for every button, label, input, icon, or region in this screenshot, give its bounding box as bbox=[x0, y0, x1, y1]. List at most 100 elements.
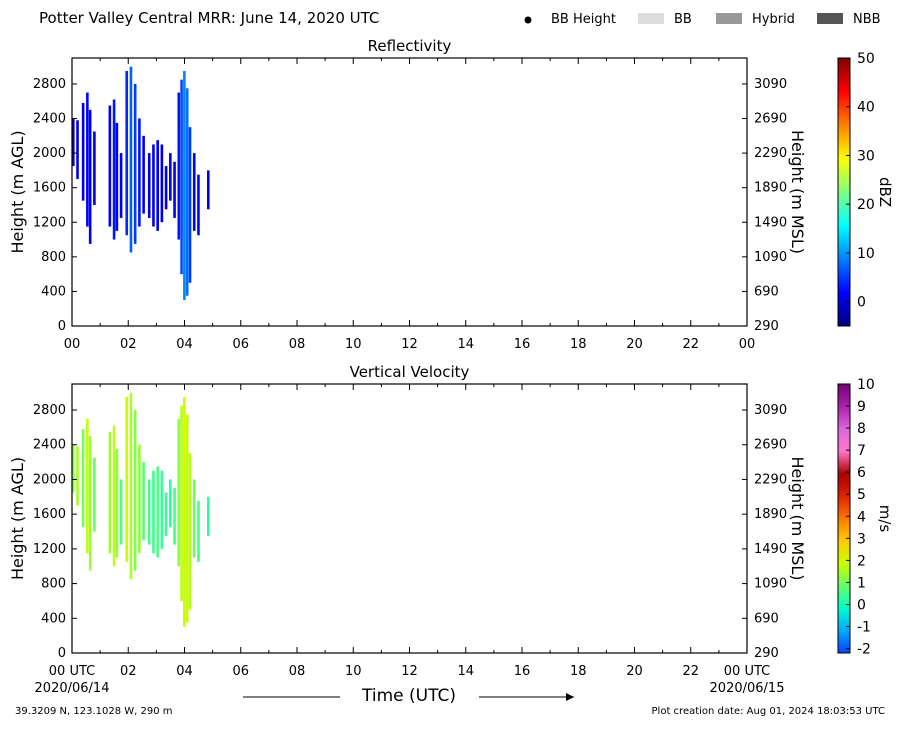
y-tick-label: 1200 bbox=[33, 215, 66, 230]
echo-column bbox=[185, 414, 189, 623]
y-tick-label: 2000 bbox=[33, 146, 66, 161]
echo-column bbox=[108, 105, 112, 227]
echo-column bbox=[185, 88, 189, 296]
x-tick-label: 10 bbox=[345, 664, 362, 679]
panel-title: Vertical Velocity bbox=[350, 363, 470, 381]
legend-label: NBB bbox=[853, 12, 881, 27]
echo-column bbox=[147, 479, 151, 545]
x-tick-label: 04 bbox=[176, 664, 193, 679]
x-tick-label: 12 bbox=[401, 664, 418, 679]
echo-column bbox=[207, 170, 210, 210]
echo-column bbox=[81, 102, 85, 201]
x-tick-label: 00 bbox=[739, 337, 756, 352]
echo-column bbox=[207, 496, 210, 536]
echo-column bbox=[177, 418, 181, 567]
y-right-tick-label: 1490 bbox=[754, 215, 787, 230]
x-tick-label: 08 bbox=[289, 664, 306, 679]
echo-column bbox=[160, 470, 164, 549]
echo-column bbox=[93, 131, 96, 205]
reflectivity-panel: Reflectivity0400800120016002000240028002… bbox=[8, 37, 894, 352]
y-tick-label: 400 bbox=[41, 284, 66, 299]
x-tick-label: 20 bbox=[626, 664, 643, 679]
echo-column bbox=[88, 109, 92, 244]
y-right-tick-label: 1490 bbox=[754, 542, 787, 557]
legend-swatch bbox=[638, 13, 664, 24]
legend-label: BB Height bbox=[551, 12, 616, 27]
colorbar bbox=[837, 383, 851, 654]
y-tick-label: 2400 bbox=[33, 112, 66, 127]
y-right-tick-label: 2690 bbox=[754, 112, 787, 127]
echo-column bbox=[119, 153, 123, 218]
x-tick-label: 18 bbox=[570, 664, 587, 679]
echo-column bbox=[86, 92, 89, 227]
y-right-tick-label: 1890 bbox=[754, 181, 787, 196]
echo-column bbox=[183, 70, 186, 301]
y-tick-label: 2800 bbox=[33, 403, 66, 418]
y-tick-label: 1600 bbox=[33, 181, 66, 196]
x-tick-label: 12 bbox=[401, 337, 418, 352]
y-right-tick-label: 3090 bbox=[754, 77, 787, 92]
echo-column bbox=[197, 174, 200, 236]
x-tick-label: 06 bbox=[232, 664, 249, 679]
colorbar-tick-label: 5 bbox=[857, 487, 866, 503]
echo-column bbox=[180, 79, 183, 275]
echo-column bbox=[72, 444, 75, 493]
echo-column bbox=[180, 405, 183, 601]
echo-column bbox=[86, 418, 89, 554]
echo-column bbox=[72, 118, 75, 167]
colorbar bbox=[837, 57, 851, 327]
x-tick-label: 04 bbox=[176, 337, 193, 352]
echo-column bbox=[81, 429, 85, 528]
y-tick-label: 2800 bbox=[33, 77, 66, 92]
legend-swatch bbox=[716, 13, 742, 24]
time-axis-label: Time (UTC) bbox=[361, 686, 456, 706]
echo-column bbox=[138, 444, 141, 554]
legend-swatch bbox=[817, 13, 843, 24]
y-right-tick-label: 1090 bbox=[754, 250, 787, 265]
start-date-label: 2020/06/14 bbox=[35, 681, 110, 696]
y-right-tick-label: 2690 bbox=[754, 438, 787, 453]
echo-column bbox=[197, 501, 200, 562]
bb-legend: BB Height BB Hybrid NBB bbox=[524, 12, 881, 27]
x-tick-label: 02 bbox=[120, 664, 137, 679]
x-tick-label: 00 UTC bbox=[49, 664, 95, 679]
y-axis-label-left: Height (m AGL) bbox=[8, 457, 27, 580]
echo-column bbox=[93, 457, 96, 532]
echo-column bbox=[156, 466, 159, 558]
legend-item-hybrid: Hybrid bbox=[716, 12, 795, 27]
echo-column bbox=[164, 166, 168, 210]
colorbar-tick-label: -1 bbox=[857, 620, 871, 636]
y-right-tick-label: 690 bbox=[754, 611, 779, 626]
x-tick-label: 08 bbox=[289, 337, 306, 352]
bb-height-dot-icon bbox=[524, 16, 532, 24]
colorbar-label: dBZ bbox=[876, 177, 894, 207]
y-right-tick-label: 2290 bbox=[754, 472, 787, 487]
x-tick-label: 16 bbox=[514, 664, 531, 679]
colorbar-tick-label: 30 bbox=[857, 148, 875, 164]
echo-column bbox=[192, 153, 196, 231]
figure-title: Potter Valley Central MRR: June 14, 2020… bbox=[39, 9, 379, 27]
echo-column bbox=[76, 446, 79, 506]
echo-column bbox=[147, 153, 151, 218]
colorbar-tick-label: 10 bbox=[857, 377, 875, 393]
y-tick-label: 1200 bbox=[33, 542, 66, 557]
colorbar-tick-label: 40 bbox=[857, 100, 875, 116]
echo-column bbox=[169, 479, 172, 528]
end-date-label: 2020/06/15 bbox=[710, 681, 785, 696]
x-tick-label: 16 bbox=[514, 337, 531, 352]
echo-column bbox=[152, 144, 155, 227]
colorbar-tick-label: 10 bbox=[857, 246, 875, 262]
echo-column bbox=[188, 127, 192, 283]
echo-column bbox=[177, 92, 181, 240]
echo-column bbox=[119, 479, 123, 545]
echo-column bbox=[129, 392, 133, 580]
colorbar-tick-label: 3 bbox=[857, 531, 866, 547]
echo-column bbox=[133, 83, 137, 244]
echo-column bbox=[112, 99, 116, 240]
x-tick-label: 06 bbox=[232, 337, 249, 352]
echo-column bbox=[142, 462, 145, 541]
echo-column bbox=[138, 118, 141, 227]
legend-item-nbb: NBB bbox=[817, 12, 881, 27]
echo-column bbox=[152, 470, 155, 554]
